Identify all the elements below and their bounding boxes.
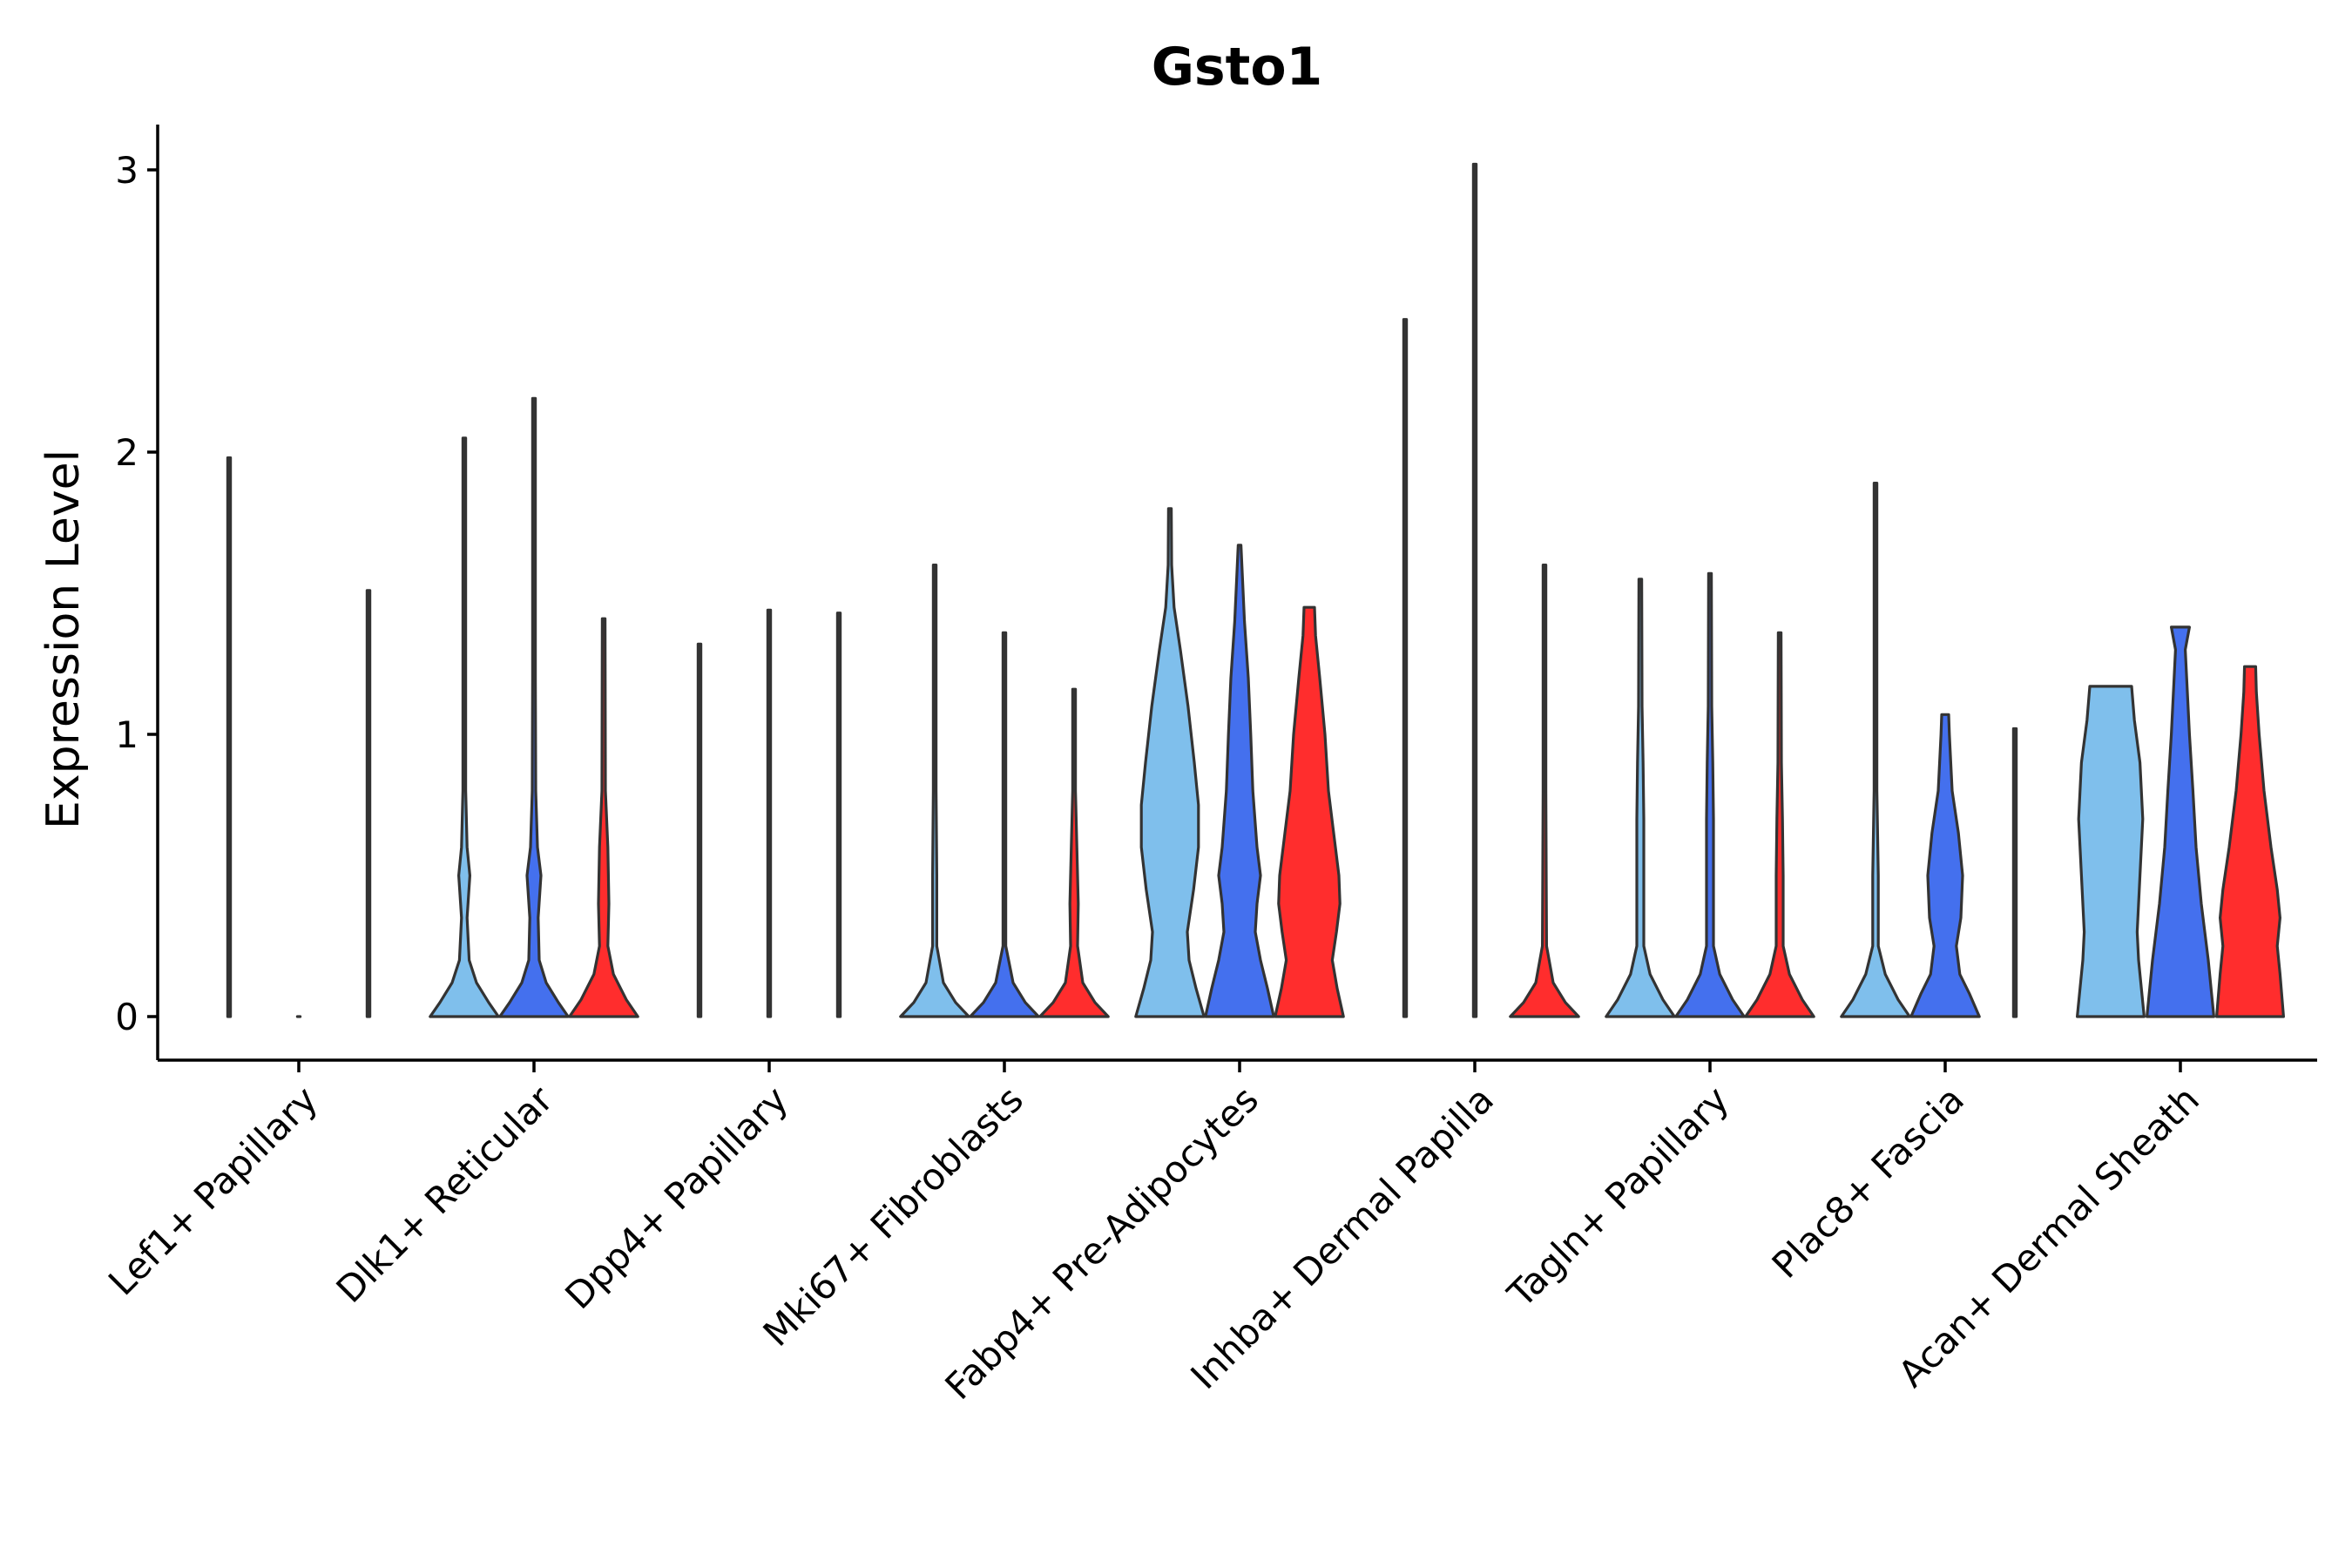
y-tick-label: 2 [115,431,139,474]
violin-group-2-8 [2146,625,2215,1018]
violin-group-1-5 [1402,318,1409,1018]
violin-group-3-7 [2011,727,2018,1018]
violin-group-3-8 [2215,665,2285,1018]
violin-group-1-4 [1134,507,1206,1018]
y-tick-label: 3 [115,149,139,192]
x-tick-label: Plac8+ Fascia [1764,1078,1972,1286]
violin-group-1-6 [1605,578,1676,1018]
violin-group-1-7 [1840,482,1911,1018]
violin-group-1-3 [899,564,970,1018]
violin-group-2-5 [1471,162,1478,1018]
y-ticks: 0 1 2 3 [115,149,158,1038]
violin-group-2-2 [766,608,773,1018]
violin-layer [226,162,2285,1018]
x-tick-label: Dpp4+ Papillary [557,1078,796,1317]
violin-group-2-3 [969,631,1040,1018]
x-tick-label: Mki67+ Fibroblasts [755,1078,1031,1354]
violin-group-2-6 [1674,571,1746,1018]
violin-group-1-1 [429,436,500,1018]
y-tick-label: 0 [115,996,139,1038]
x-tick-label: Tagln+ Papillary [1499,1078,1737,1315]
x-tick-label: Dlk1+ Reticular [328,1078,562,1311]
violin-group-3-5 [1509,564,1580,1018]
violin-group-3-1 [568,617,639,1018]
violin-group-1-2 [696,642,703,1018]
y-axis-label: Expression Level [37,449,90,829]
axes [156,125,2317,1062]
violin-group-3-0 [365,589,372,1018]
violin-group-3-3 [1038,687,1110,1018]
violin-group-3-2 [835,612,842,1018]
violin-group-2-1 [498,396,570,1018]
violin-group-1-0 [226,456,233,1018]
x-tick-label: Lef1+ Papillary [100,1078,326,1303]
violin-group-1-8 [2076,685,2146,1018]
violin-group-2-7 [1909,713,1981,1018]
violin-group-3-6 [1744,631,1815,1018]
violin-group-2-4 [1204,544,1275,1018]
violin-group-3-4 [1274,605,1345,1018]
y-tick-label: 1 [115,713,139,756]
chart-title: Gsto1 [1152,37,1323,98]
